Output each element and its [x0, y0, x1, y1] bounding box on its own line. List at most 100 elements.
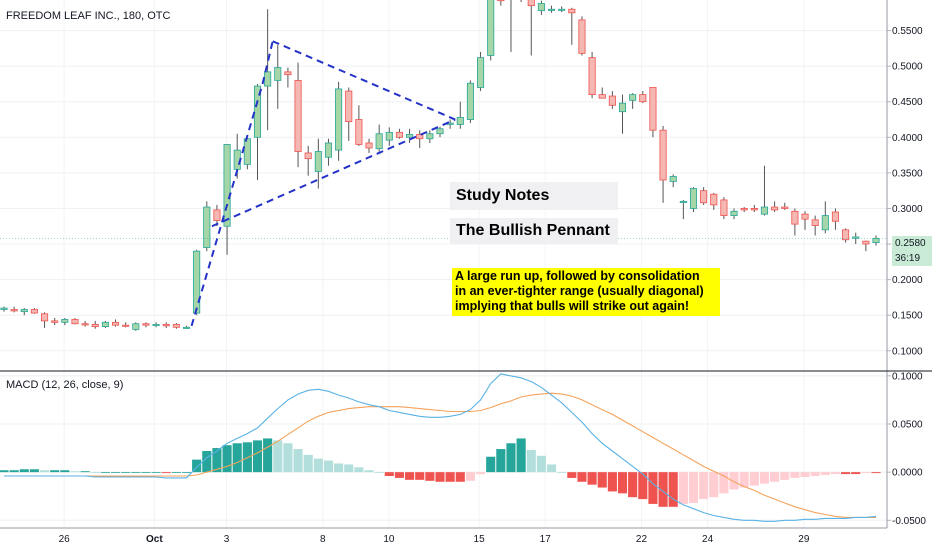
- macd-histogram-bar: [628, 472, 638, 498]
- candle-body: [10, 309, 18, 312]
- macd-histogram-bar: [131, 472, 141, 473]
- candle-body: [801, 213, 809, 220]
- candle-body: [101, 321, 109, 327]
- chart-labels: FREEDOM LEAF INC., 180, OTC MACD (12, 26,…: [6, 10, 170, 391]
- date-tick-label: 29: [798, 534, 810, 545]
- macd-histogram-bar: [303, 454, 313, 473]
- macd-histogram-bar: [9, 470, 19, 473]
- macd-histogram-bar: [19, 469, 29, 473]
- candle-body: [608, 95, 616, 106]
- macd-histogram-bar: [394, 472, 405, 478]
- macd-tick-label: 0.0000: [892, 468, 923, 479]
- candle-body: [558, 8, 566, 11]
- candle-body: [771, 206, 779, 211]
- candle-body: [274, 67, 282, 81]
- candle-body: [811, 219, 819, 226]
- candle-body: [821, 215, 829, 231]
- macd-histogram-bar: [283, 443, 293, 473]
- macd-histogram-bar: [455, 472, 465, 482]
- macd-histogram-bar: [597, 472, 607, 488]
- macd-histogram-bar: [232, 443, 242, 473]
- macd-histogram-bar: [29, 469, 39, 473]
- macd-histogram-bar: [465, 472, 475, 481]
- candle-body: [588, 57, 596, 96]
- candle-body: [71, 319, 79, 325]
- macd-histogram-bar: [719, 472, 729, 494]
- candle-body: [365, 142, 373, 149]
- candle-body: [537, 3, 545, 12]
- macd-histogram-bar: [739, 472, 749, 488]
- study-note[interactable]: A large run up, followed by consolidatio…: [452, 268, 720, 316]
- macd-legend-label: MACD (12, 26, close, 9): [6, 379, 123, 391]
- candle-body: [132, 323, 140, 330]
- macd-histogram-bar: [384, 472, 394, 476]
- macd-histogram-bar: [841, 472, 851, 475]
- pennant-trendlines: [190, 40, 456, 327]
- candle-body: [466, 82, 474, 120]
- pennant-line: [261, 41, 274, 85]
- candle-body: [862, 240, 870, 245]
- macd-histogram-bar: [334, 463, 344, 473]
- macd-histogram-bar: [486, 456, 496, 473]
- macd-histogram-bar: [344, 464, 354, 473]
- macd-histogram-bar: [121, 472, 131, 473]
- candle-body: [243, 138, 251, 165]
- macd-histogram-bar: [648, 472, 658, 504]
- macd-histogram-bar: [526, 450, 536, 473]
- candle-body: [456, 116, 464, 125]
- candles[interactable]: [0, 0, 887, 331]
- candle-body: [172, 324, 180, 328]
- macd-histogram-bar: [252, 440, 263, 473]
- date-tick-label: Oct: [146, 534, 163, 545]
- bar-countdown: 36:19: [892, 251, 932, 266]
- candle-body: [618, 102, 627, 113]
- grid: [0, 0, 887, 528]
- candle-body: [335, 88, 343, 151]
- macd-histogram-bar: [567, 472, 577, 478]
- price-tick-label: 0.3500: [892, 168, 923, 179]
- signal-line: [4, 392, 876, 518]
- candle-body: [487, 0, 495, 56]
- price-tick-label: 0.5000: [892, 62, 923, 73]
- candle-body: [20, 309, 28, 313]
- study-title[interactable]: Study Notes: [450, 182, 618, 210]
- candle-body: [831, 211, 839, 222]
- candle-body: [152, 324, 160, 327]
- macd-histogram-bar: [151, 472, 161, 473]
- macd-histogram-bar: [50, 470, 60, 473]
- candle-body: [91, 324, 99, 327]
- candle-body: [659, 129, 667, 181]
- study-subtitle[interactable]: The Bullish Pennant: [450, 218, 618, 244]
- macd-histogram-bar: [445, 472, 455, 482]
- candle-body: [547, 8, 556, 11]
- macd-histogram-bar: [546, 464, 557, 473]
- candle-body: [395, 131, 403, 138]
- macd-histogram-bar: [171, 472, 181, 473]
- candle-body: [700, 190, 708, 204]
- candle-body: [679, 200, 687, 203]
- candle-body: [730, 210, 738, 216]
- macd-tick-label: 0.1000: [892, 371, 923, 382]
- macd-histogram-bar: [90, 472, 100, 473]
- candle-body: [324, 142, 333, 158]
- macd-histogram-bar: [861, 472, 871, 474]
- macd-histogram-bar: [263, 438, 273, 473]
- macd-histogram-bar: [851, 472, 861, 475]
- candle-body: [750, 208, 758, 211]
- price-tick-label: 0.3000: [892, 204, 923, 215]
- macd-histogram-bar: [141, 472, 151, 473]
- macd-histogram-bar: [587, 472, 597, 485]
- candle-body: [669, 176, 677, 182]
- macd-histogram-bar: [202, 450, 212, 473]
- candle-body: [81, 323, 89, 326]
- macd-histogram-bar: [39, 470, 50, 473]
- macd-histogram-bar: [759, 472, 770, 484]
- macd-histogram-bar: [80, 471, 90, 473]
- macd-histogram-bar: [323, 460, 334, 473]
- macd-histogram-bar: [70, 471, 80, 473]
- macd-histogram-bar: [810, 472, 820, 476]
- macd-histogram-bar: [557, 472, 567, 473]
- macd-histogram-bar: [405, 472, 415, 480]
